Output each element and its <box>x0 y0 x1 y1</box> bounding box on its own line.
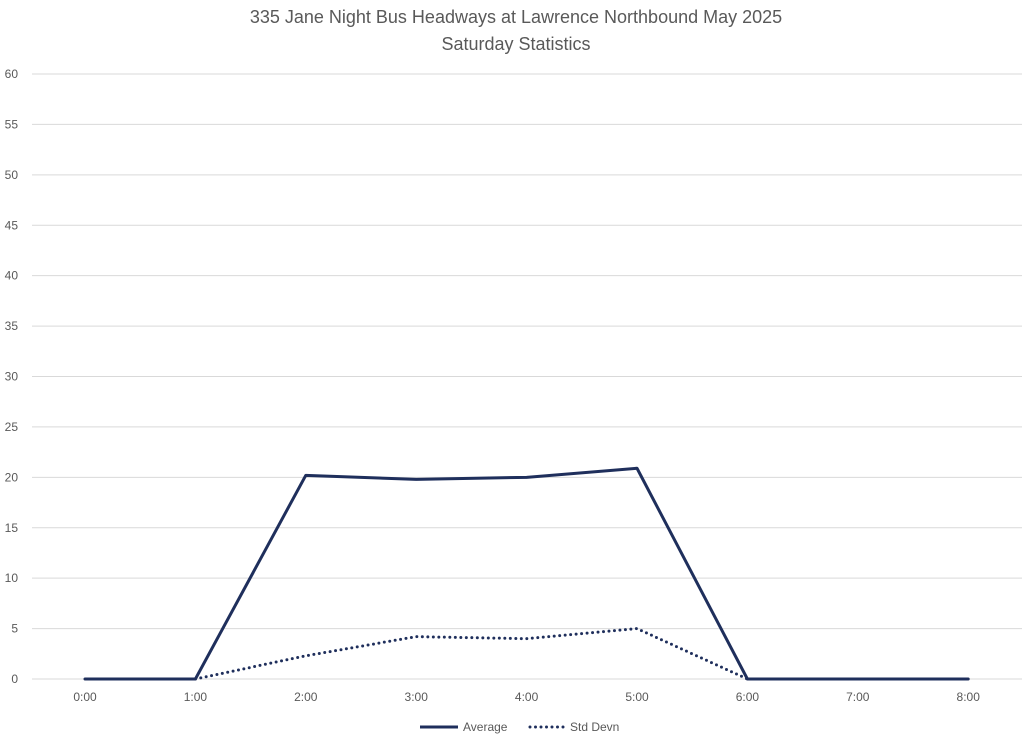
legend: Average Std Devn <box>420 720 619 734</box>
y-tick-label: 45 <box>5 218 19 232</box>
y-tick-label: 50 <box>5 168 19 182</box>
y-tick-label: 5 <box>11 622 18 636</box>
x-tick-label: 5:00 <box>625 690 649 704</box>
y-tick-label: 25 <box>5 420 19 434</box>
y-tick-label: 30 <box>5 370 19 384</box>
legend-label: Std Devn <box>570 720 619 734</box>
legend-label: Average <box>463 720 508 734</box>
series-line-average <box>83 466 970 681</box>
y-tick-label: 40 <box>5 269 19 283</box>
x-axis-ticks: 0:00 1:00 2:00 3:00 4:00 5:00 6:00 7:00 8:00 <box>73 690 980 704</box>
x-tick-label: 2:00 <box>294 690 318 704</box>
y-tick-label: 35 <box>5 319 19 333</box>
series-lines <box>83 466 970 681</box>
series-line-std-devn <box>193 627 749 681</box>
gridlines <box>32 73 1022 680</box>
x-tick-label: 4:00 <box>515 690 539 704</box>
chart-subtitle: Saturday Statistics <box>441 34 590 54</box>
chart-title: 335 Jane Night Bus Headways at Lawrence … <box>250 7 782 27</box>
x-tick-label: 1:00 <box>184 690 208 704</box>
y-tick-label: 20 <box>5 470 19 484</box>
y-tick-label: 55 <box>5 117 19 131</box>
x-tick-label: 8:00 <box>957 690 981 704</box>
x-tick-label: 7:00 <box>846 690 870 704</box>
x-tick-label: 6:00 <box>736 690 760 704</box>
x-tick-label: 0:00 <box>73 690 97 704</box>
y-tick-label: 10 <box>5 571 19 585</box>
y-axis-ticks: 0 5 10 15 20 25 30 35 40 45 50 55 60 <box>5 67 19 686</box>
y-tick-label: 0 <box>11 672 18 686</box>
y-tick-label: 60 <box>5 67 19 81</box>
y-tick-label: 15 <box>5 521 19 535</box>
x-tick-label: 3:00 <box>405 690 429 704</box>
